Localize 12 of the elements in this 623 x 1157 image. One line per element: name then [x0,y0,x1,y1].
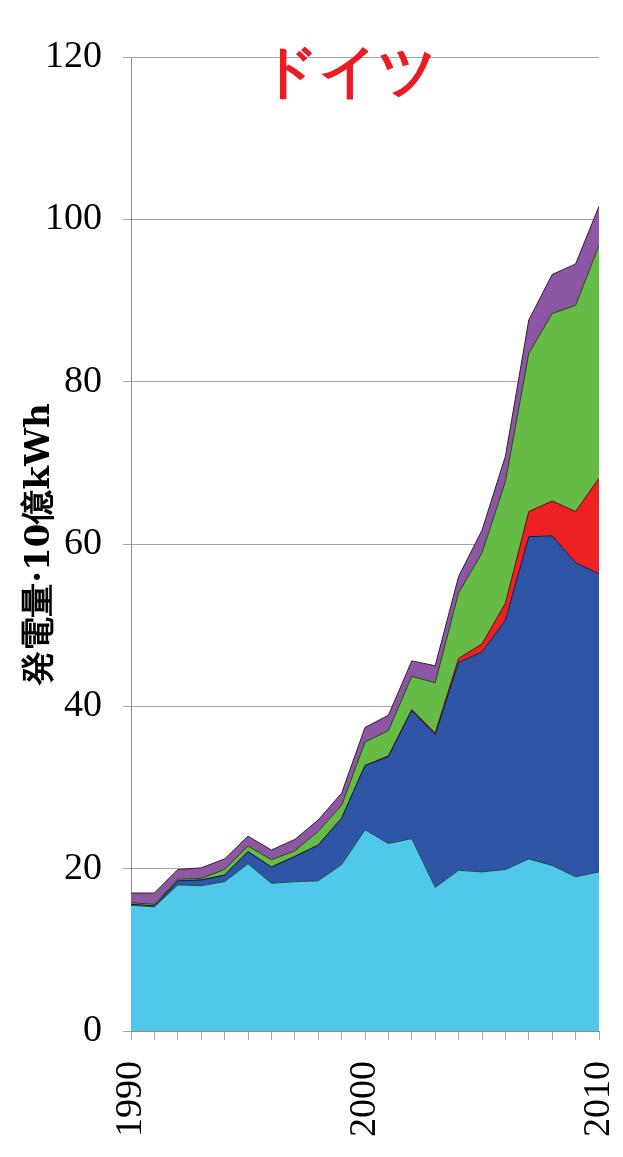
y-tick-label: 0 [83,1006,102,1049]
y-tick-label: 120 [45,32,102,75]
chart-title: ドイツ [260,37,438,106]
y-tick-label: 40 [64,682,102,725]
x-tick-label: 2010 [574,1061,617,1137]
y-tick-label: 80 [64,357,102,400]
y-tick-label: 100 [45,195,102,238]
x-tick-label: 1990 [106,1061,149,1137]
y-axis-title: 発電量·10億kWh [17,403,58,686]
x-tick-label: 2000 [340,1061,383,1137]
y-tick-label: 60 [64,519,102,562]
y-tick-label: 20 [64,844,102,887]
